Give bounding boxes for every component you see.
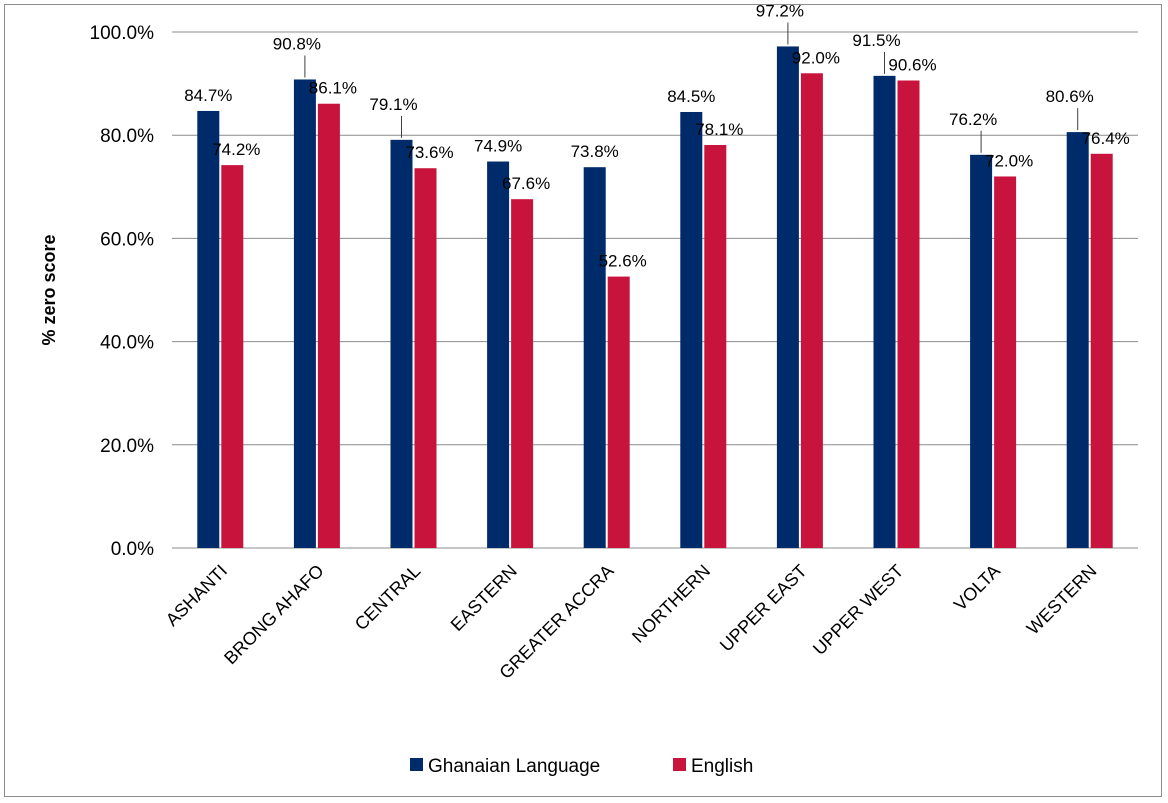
- legend: Ghanaian Language English: [410, 756, 753, 777]
- bar-english: [414, 168, 437, 548]
- data-label-ghanaian-language: 74.9%: [474, 137, 522, 156]
- data-label-ghanaian-language: 97.2%: [756, 1, 804, 20]
- data-label-ghanaian-language: 79.1%: [369, 95, 417, 114]
- data-label-english: 73.6%: [405, 143, 453, 162]
- x-category-label: ASHANTI: [162, 561, 231, 630]
- data-label-ghanaian-language: 73.8%: [571, 142, 619, 161]
- bar-ghanaian-language: [776, 46, 799, 549]
- bar-ghanaian-language: [583, 167, 606, 548]
- legend-swatch-english: [673, 758, 686, 771]
- y-tick-label: 40.0%: [100, 333, 154, 354]
- legend-swatch-ghanaian-language: [410, 758, 423, 771]
- bar-english: [897, 80, 920, 548]
- x-category-label: EASTERN: [447, 561, 521, 635]
- bar-ghanaian-language: [487, 161, 510, 549]
- bar-english: [704, 145, 727, 548]
- y-tick-label: 100.0%: [90, 23, 155, 44]
- x-category-label: WESTERN: [1023, 561, 1101, 639]
- y-axis-ticks: 0.0% 20.0% 40.0% 60.0% 80.0% 100.0%: [90, 23, 155, 560]
- data-label-ghanaian-language: 84.7%: [184, 86, 232, 105]
- data-label-english: 90.6%: [888, 56, 936, 75]
- bar-ghanaian-language: [197, 110, 220, 548]
- data-label-english: 76.4%: [1082, 129, 1130, 148]
- data-label-english: 86.1%: [309, 79, 357, 98]
- bar-ghanaian-language: [293, 79, 316, 549]
- bar-english: [607, 276, 630, 548]
- bar-ghanaian-language: [970, 154, 993, 549]
- data-label-ghanaian-language: 90.8%: [273, 34, 321, 53]
- data-label-english: 67.6%: [502, 174, 550, 193]
- data-label-english: 92.0%: [792, 48, 840, 67]
- bar-ghanaian-language: [390, 139, 413, 548]
- bar-english: [317, 103, 340, 548]
- data-label-ghanaian-language: 91.5%: [852, 31, 900, 50]
- y-tick-label: 20.0%: [100, 436, 154, 457]
- bar-ghanaian-language: [680, 111, 703, 548]
- bar-english: [511, 199, 534, 548]
- y-tick-label: 80.0%: [100, 126, 154, 147]
- x-category-label: CENTRAL: [351, 561, 425, 635]
- x-category-label: NORTHERN: [628, 561, 714, 647]
- legend-label-ghanaian-language: Ghanaian Language: [428, 756, 600, 777]
- bar-ghanaian-language: [873, 75, 896, 549]
- y-axis-title: % zero score: [39, 234, 59, 345]
- x-category-label: BRONG AHAFO: [220, 561, 328, 669]
- bar-ghanaian-language: [1066, 132, 1089, 548]
- data-labels: 84.7% 74.2% 90.8% 86.1% 79.1% 73.6% 74.9% 67.6%…: [184, 1, 1130, 270]
- bar-english: [800, 73, 823, 548]
- x-category-label: VOLTA: [950, 561, 1004, 615]
- data-label-english: 52.6%: [599, 252, 647, 271]
- bar-english: [1090, 153, 1113, 548]
- x-category-label: UPPER WEST: [809, 561, 907, 659]
- y-tick-label: 0.0%: [111, 539, 154, 560]
- data-label-english: 74.2%: [212, 140, 260, 159]
- bar-english: [994, 176, 1017, 549]
- x-category-label: UPPER EAST: [716, 561, 811, 656]
- y-tick-label: 60.0%: [100, 229, 154, 250]
- data-label-english: 72.0%: [985, 151, 1033, 170]
- data-label-ghanaian-language: 80.6%: [1046, 87, 1094, 106]
- chart-frame: [4, 4, 1162, 797]
- bar-english: [221, 165, 244, 549]
- legend-label-english: English: [691, 756, 753, 777]
- data-label-english: 78.1%: [695, 120, 743, 139]
- bars: [197, 46, 1113, 549]
- data-label-ghanaian-language: 76.2%: [949, 110, 997, 129]
- data-label-ghanaian-language: 84.5%: [667, 87, 715, 106]
